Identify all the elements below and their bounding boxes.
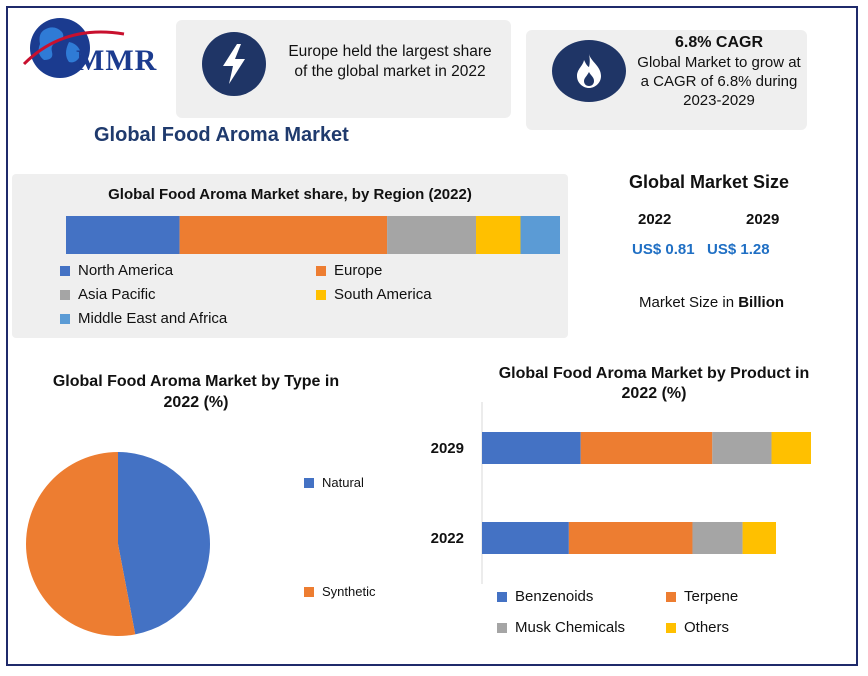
legend-label: Europe <box>334 262 383 279</box>
legend-label: Others <box>684 619 730 636</box>
market-size-value-2029: US$ 1.28 <box>707 241 770 258</box>
legend-item-asia-pacific: Asia Pacific <box>60 286 156 303</box>
market-size-year-2022: 2022 <box>638 211 672 228</box>
legend-label: Natural <box>322 475 364 490</box>
legend-item-north-america: North America <box>60 262 173 279</box>
product-bar-benzenoids-2022 <box>482 522 569 554</box>
logo: MMR <box>14 14 179 84</box>
legend-item-synthetic: Synthetic <box>304 584 375 599</box>
type-pie-chart <box>26 452 211 636</box>
region-bar-segment-south-america <box>476 216 521 254</box>
legend-item-middle-east-and-africa: Middle East and Africa <box>60 310 227 327</box>
page-title: Global Food Aroma Market <box>94 124 349 146</box>
legend-item-south-america: South America <box>316 286 432 303</box>
legend-swatch <box>316 289 326 300</box>
market-size-year-2029: 2029 <box>746 211 780 228</box>
legend-label: Benzenoids <box>515 588 594 605</box>
product-bar-others-2029 <box>771 432 811 464</box>
legend-swatch <box>666 622 676 633</box>
legend-item-europe: Europe <box>316 262 382 279</box>
lightning-icon <box>202 32 266 96</box>
highlight-text: Europe held the largest share of the glo… <box>288 43 492 80</box>
market-size-note-prefix: Market Size in <box>639 294 739 311</box>
product-bar-terpene-2029 <box>580 432 713 464</box>
product-bar-musk-chemicals-2022 <box>692 522 743 554</box>
region-bar-segment-north-america <box>66 216 180 254</box>
legend-item-benzenoids: Benzenoids <box>497 588 593 605</box>
legend-item-terpene: Terpene <box>666 588 738 605</box>
logo-text: MMR <box>76 44 158 77</box>
region-bar-segment-middle-east-and-africa <box>520 216 560 254</box>
legend-item-natural: Natural <box>304 475 364 490</box>
legend-label: North America <box>78 262 174 279</box>
product-stacked-chart: 2029 2022 <box>431 402 811 584</box>
product-bar-others-2022 <box>742 522 776 554</box>
highlight-card-cagr: 6.8% CAGR Global Market to grow at a CAG… <box>526 30 807 130</box>
legend-swatch <box>60 265 70 276</box>
cagr-title: 6.8% CAGR <box>674 34 764 51</box>
legend-item-musk-chemicals: Musk Chemicals <box>497 619 625 636</box>
legend-label: Terpene <box>684 588 739 605</box>
region-bar-segment-europe <box>179 216 388 254</box>
legend-swatch <box>304 586 314 597</box>
market-size-note-unit: Billion <box>738 294 785 311</box>
product-category-label: 2022 <box>431 530 464 547</box>
product-bar-musk-chemicals-2029 <box>712 432 772 464</box>
legend-item-others: Others <box>666 619 729 636</box>
product-chart-title: Global Food Aroma Market by Product in 2… <box>498 365 810 402</box>
market-size-value-2022: US$ 0.81 <box>632 241 695 258</box>
legend-swatch <box>60 313 70 324</box>
legend-swatch <box>666 591 676 602</box>
market-size-note: Market Size in Billion <box>639 294 784 311</box>
product-bar-benzenoids-2029 <box>482 432 581 464</box>
legend-label: Middle East and Africa <box>78 310 228 327</box>
market-size-heading: Global Market Size <box>629 172 790 192</box>
region-bar-segment-asia-pacific <box>387 216 477 254</box>
legend-swatch <box>60 289 70 300</box>
legend-label: Asia Pacific <box>78 286 156 303</box>
pie-slice-natural <box>118 452 211 635</box>
legend-swatch <box>316 265 326 276</box>
region-stacked-bar <box>66 216 560 254</box>
pie-slice-synthetic <box>26 452 136 636</box>
product-category-label: 2029 <box>431 440 464 457</box>
legend-swatch <box>497 622 507 633</box>
legend-label: Musk Chemicals <box>515 619 626 636</box>
region-chart-panel: Global Food Aroma Market share, by Regio… <box>12 174 568 338</box>
region-chart-title: Global Food Aroma Market share, by Regio… <box>108 186 472 203</box>
legend-swatch <box>304 477 314 488</box>
legend-label: Synthetic <box>322 584 376 599</box>
cagr-text: Global Market to grow at a CAGR of 6.8% … <box>637 54 801 109</box>
legend-label: South America <box>334 286 432 303</box>
infographic-frame <box>6 6 858 666</box>
legend-swatch <box>497 591 507 602</box>
product-bar-terpene-2022 <box>568 522 693 554</box>
globe-icon <box>22 18 125 78</box>
highlight-card-europe: Europe held the largest share of the glo… <box>176 20 511 118</box>
type-chart-title: Global Food Aroma Market by Type in 2022… <box>52 373 340 411</box>
flame-icon <box>552 40 626 102</box>
